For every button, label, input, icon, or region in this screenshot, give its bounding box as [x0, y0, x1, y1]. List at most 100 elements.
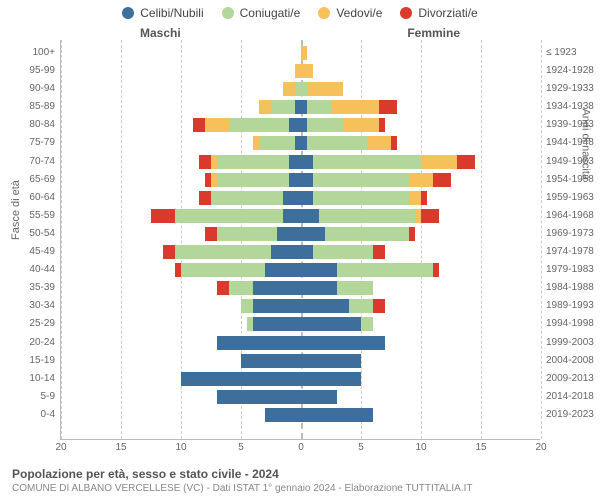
bar-segment: [283, 209, 301, 223]
age-label: 35-39: [29, 281, 61, 295]
x-tick: 20: [535, 439, 546, 453]
bar-male: [163, 245, 301, 259]
bar-male: [259, 100, 301, 114]
x-tick: 10: [175, 439, 186, 453]
bar-segment: [409, 227, 415, 241]
age-label: 85-89: [29, 100, 61, 114]
label-female: Femmine: [407, 26, 460, 40]
legend-item: Divorziati/e: [400, 6, 477, 20]
age-row: 95-991924-1928: [61, 64, 540, 78]
bar-segment: [301, 155, 313, 169]
x-tick: 20: [55, 439, 66, 453]
legend-swatch: [122, 7, 134, 19]
age-row: 25-291994-1998: [61, 317, 540, 331]
bar-segment: [283, 191, 301, 205]
age-label: 15-19: [29, 354, 61, 368]
bar-segment: [301, 372, 361, 386]
bar-segment: [313, 155, 421, 169]
y-axis-title-left: Fasce di età: [10, 180, 22, 240]
bar-female: [301, 136, 397, 150]
bar-segment: [259, 100, 271, 114]
bar-segment: [313, 173, 409, 187]
age-label: 70-74: [29, 155, 61, 169]
bar-segment: [301, 64, 313, 78]
x-tick: 15: [475, 439, 486, 453]
bar-segment: [313, 191, 409, 205]
age-label: 75-79: [29, 136, 61, 150]
year-label: 1979-1983: [540, 263, 594, 277]
bar-female: [301, 173, 451, 187]
year-label: 2014-2018: [540, 390, 594, 404]
bar-female: [301, 155, 475, 169]
age-row: 50-541969-1973: [61, 227, 540, 241]
bar-segment: [217, 336, 301, 350]
legend: Celibi/NubiliConiugati/eVedovi/eDivorzia…: [0, 0, 600, 20]
age-row: 65-691954-1958: [61, 173, 540, 187]
bar-segment: [313, 245, 373, 259]
bar-segment: [361, 317, 373, 331]
age-label: 100+: [32, 46, 61, 60]
bar-segment: [331, 100, 379, 114]
year-label: 1949-1953: [540, 155, 594, 169]
bar-segment: [199, 155, 211, 169]
bar-segment: [307, 136, 367, 150]
legend-label: Coniugati/e: [240, 6, 301, 20]
bar-segment: [193, 118, 205, 132]
year-label: 1934-1938: [540, 100, 594, 114]
bar-male: [217, 281, 301, 295]
bar-male: [265, 408, 301, 422]
bar-male: [205, 227, 301, 241]
x-tick: 10: [415, 439, 426, 453]
bar-segment: [301, 336, 385, 350]
bar-male: [253, 136, 301, 150]
year-label: 1939-1943: [540, 118, 594, 132]
bar-segment: [181, 263, 265, 277]
bar-segment: [421, 209, 439, 223]
age-label: 60-64: [29, 191, 61, 205]
bar-segment: [271, 100, 295, 114]
age-row: 10-142009-2013: [61, 372, 540, 386]
bar-segment: [391, 136, 397, 150]
age-row: 45-491974-1978: [61, 245, 540, 259]
bar-segment: [205, 118, 229, 132]
age-label: 0-4: [41, 408, 61, 422]
bar-segment: [241, 299, 253, 313]
bar-female: [301, 118, 385, 132]
bar-segment: [289, 155, 301, 169]
bar-female: [301, 281, 373, 295]
age-label: 20-24: [29, 336, 61, 350]
bar-segment: [301, 408, 373, 422]
age-label: 65-69: [29, 173, 61, 187]
bar-female: [301, 390, 337, 404]
bar-segment: [265, 263, 301, 277]
bar-segment: [379, 100, 397, 114]
age-row: 20-241999-2003: [61, 336, 540, 350]
age-label: 80-84: [29, 118, 61, 132]
x-tick: 0: [298, 439, 304, 453]
bar-female: [301, 408, 373, 422]
bar-male: [283, 82, 301, 96]
bar-segment: [175, 209, 283, 223]
bar-segment: [379, 118, 385, 132]
bar-segment: [151, 209, 175, 223]
year-label: 1954-1958: [540, 173, 594, 187]
x-tick: 15: [115, 439, 126, 453]
bar-segment: [241, 354, 301, 368]
year-label: 1999-2003: [540, 336, 594, 350]
bar-segment: [349, 299, 373, 313]
bar-segment: [301, 354, 361, 368]
bar-segment: [433, 173, 451, 187]
bar-segment: [301, 46, 307, 60]
bar-segment: [409, 191, 421, 205]
bar-segment: [301, 209, 319, 223]
age-row: 5-92014-2018: [61, 390, 540, 404]
bar-female: [301, 336, 385, 350]
bar-segment: [343, 118, 379, 132]
age-label: 90-94: [29, 82, 61, 96]
bar-male: [193, 118, 301, 132]
x-tick: 5: [358, 439, 364, 453]
legend-item: Coniugati/e: [222, 6, 301, 20]
age-row: 30-341989-1993: [61, 299, 540, 313]
bar-segment: [421, 191, 427, 205]
age-row: 35-391984-1988: [61, 281, 540, 295]
